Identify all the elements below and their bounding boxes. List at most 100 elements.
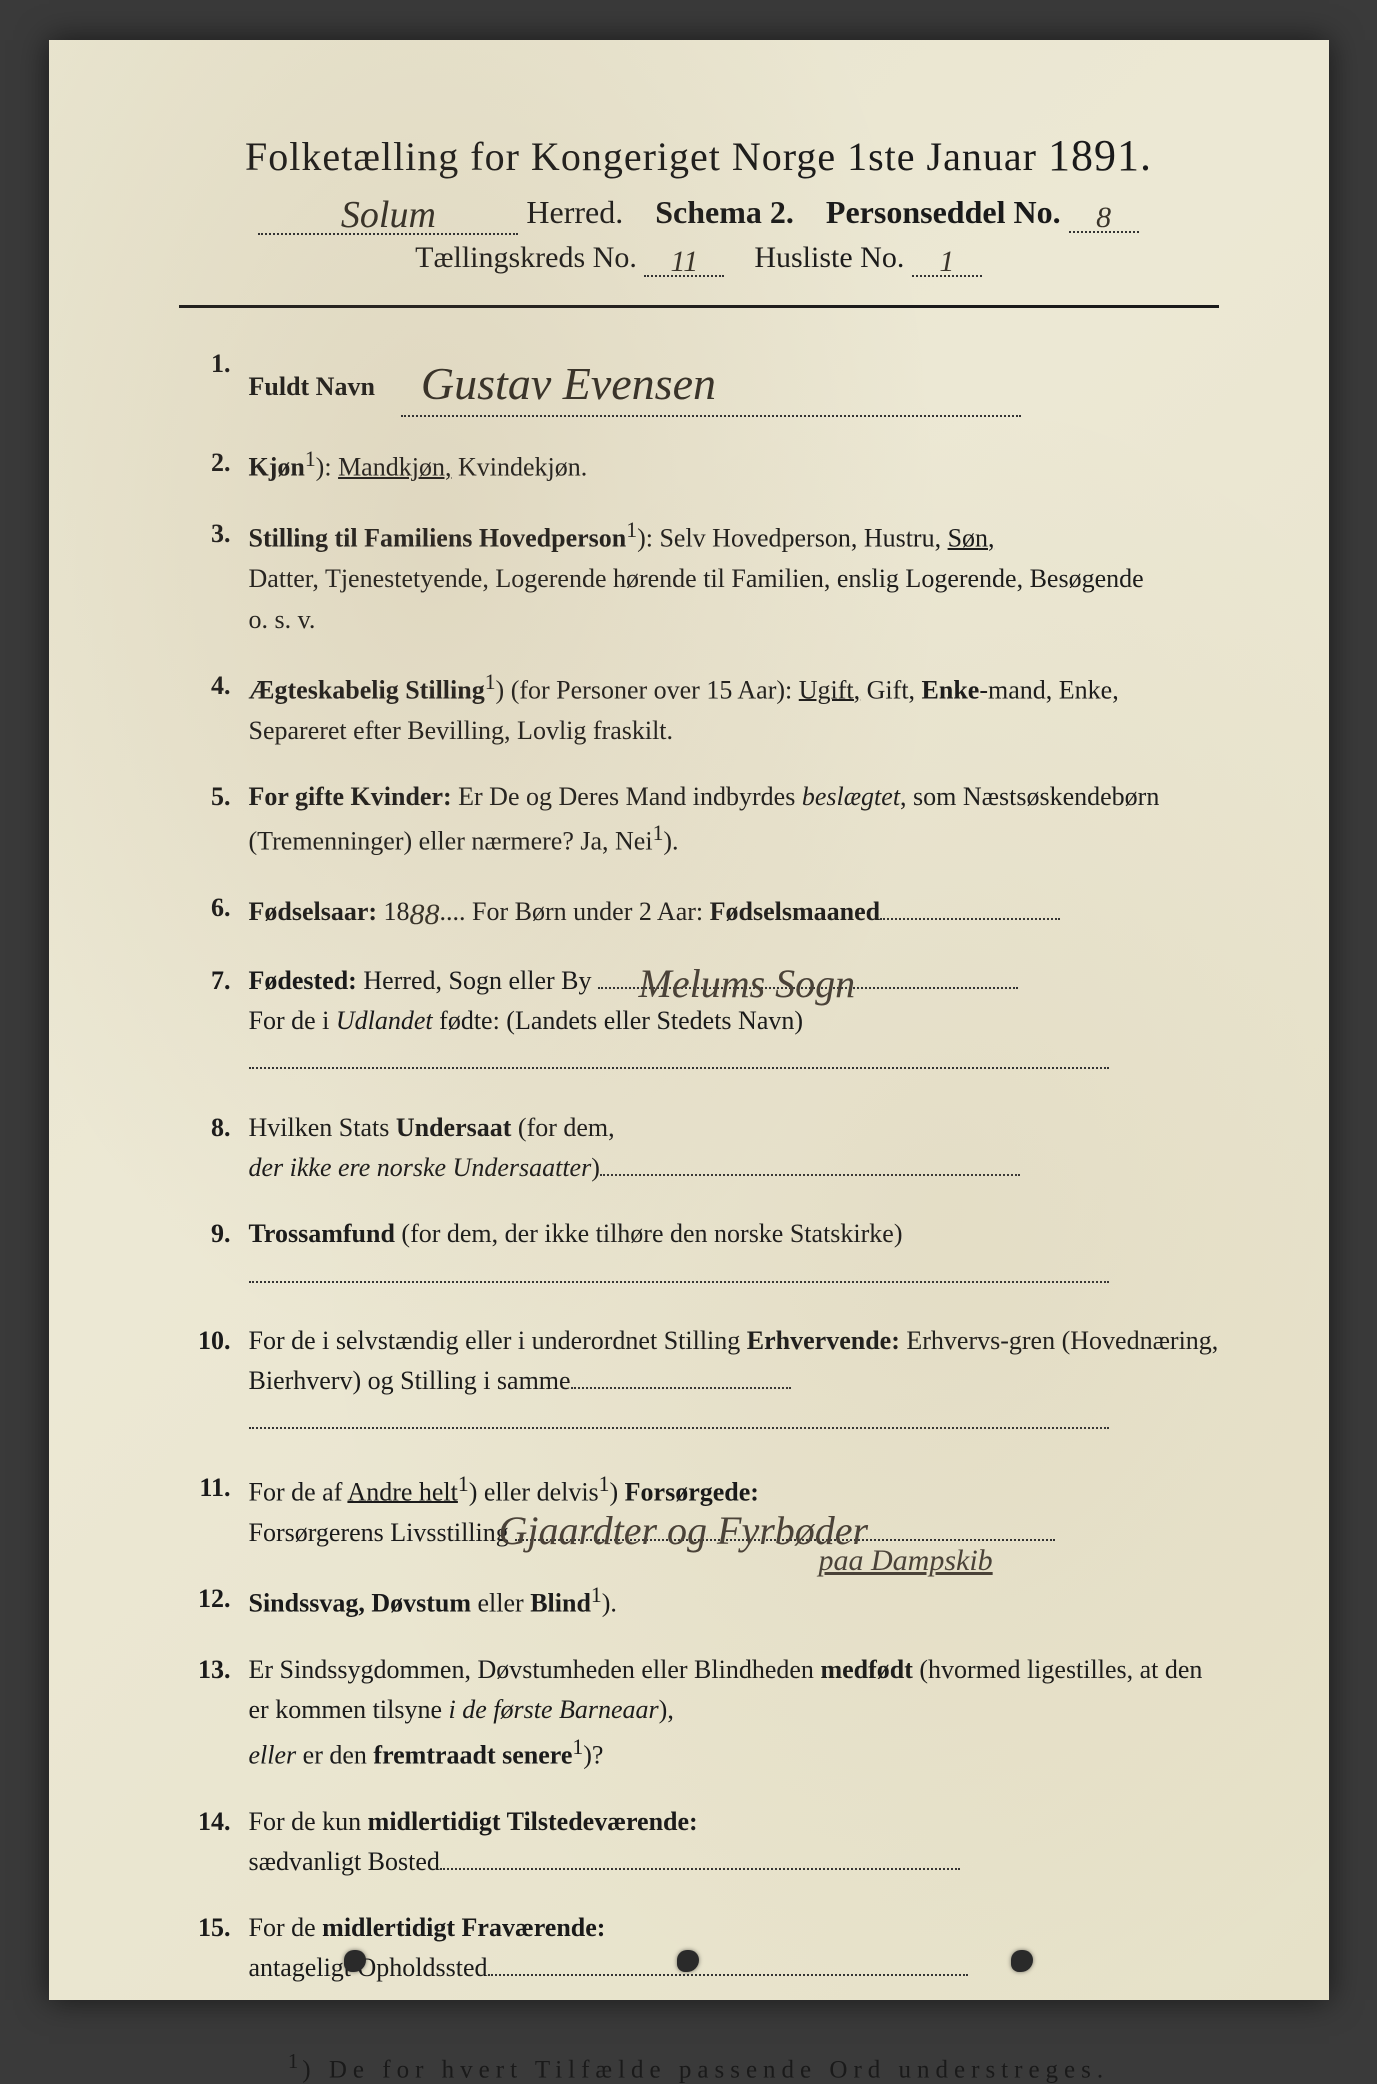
- label-fodselsaar: Fødselsaar:: [249, 897, 378, 926]
- text: Er Sindssygdommen, Døvstumheden eller Bl…: [249, 1655, 821, 1684]
- header-line-3: Tællingskreds No. 11 Husliste No. 1: [179, 241, 1219, 277]
- item-12: 12. Sindssvag, Døvstum eller Blind1).: [179, 1579, 1219, 1624]
- husliste-no-field: 1: [912, 241, 982, 277]
- header-line-2: Solum Herred. Schema 2. Personseddel No.…: [179, 189, 1219, 235]
- herred-field: Solum: [258, 189, 518, 235]
- cont: For de i: [249, 1006, 336, 1035]
- kreds-label: Tællingskreds No.: [415, 241, 637, 274]
- rest: ) (for Personer over 15 Aar):: [496, 675, 799, 704]
- birthplace-hw: Melums Sogn: [639, 953, 856, 1015]
- dotted: [600, 1150, 1020, 1176]
- cont-ital2: eller: [249, 1740, 297, 1769]
- label-sindssvag: Sindssvag, Døvstum: [249, 1589, 472, 1618]
- cont-ital: der ikke ere norske Undersaatter: [249, 1153, 592, 1182]
- rest-plain: eller: [471, 1589, 530, 1618]
- item-number: 1.: [179, 344, 249, 417]
- item-body: Kjøn1): Mandkjøn, Kvindekjøn.: [249, 443, 1219, 488]
- item-number: 5.: [179, 777, 249, 862]
- opt-son: Søn,: [948, 524, 995, 553]
- rest: ):: [316, 453, 338, 482]
- form-header: Folketælling for Kongeriget Norge 1ste J…: [179, 130, 1219, 277]
- sup3: 1: [572, 1735, 583, 1759]
- form-items: 1. Fuldt Navn Gustav Evensen 2. Kjøn1): …: [179, 344, 1219, 1989]
- item-13: 13. Er Sindssygdommen, Døvstumheden elle…: [179, 1650, 1219, 1776]
- rest-plain: (for dem, der ikke tilhøre den norske St…: [395, 1219, 903, 1248]
- bold-mid: Undersaat: [396, 1113, 512, 1142]
- year-hw: 88: [410, 892, 440, 939]
- text: For de kun: [249, 1807, 368, 1836]
- item-body: Fødselsaar: 1888.... For Børn under 2 Aa…: [249, 888, 1219, 935]
- text: For de af: [249, 1477, 348, 1506]
- footnote-text: ) De for hvert Tilfælde passende Ord und…: [302, 2056, 1109, 2083]
- opt-enke: Enke: [922, 675, 980, 704]
- item-number: 14.: [179, 1802, 249, 1883]
- item-body: Fødested: Herred, Sogn eller By Melums S…: [249, 961, 1219, 1082]
- rest: ): Selv Hovedperson, Hustru,: [637, 524, 948, 553]
- label-fuldt-navn: Fuldt Navn: [249, 372, 375, 401]
- blank-line: [249, 1043, 1109, 1069]
- rest-plain: 18: [377, 897, 410, 926]
- item-number: 7.: [179, 961, 249, 1082]
- item-9: 9. Trossamfund (for dem, der ikke tilhør…: [179, 1214, 1219, 1295]
- item-6: 6. Fødselsaar: 1888.... For Børn under 2…: [179, 888, 1219, 935]
- binder-holes: [49, 1950, 1329, 1972]
- schema-label: Schema 2.: [655, 194, 794, 230]
- personseddel-no-field: 8: [1069, 194, 1139, 233]
- item-number: 8.: [179, 1108, 249, 1189]
- label-aegteskab: Ægteskabelig Stilling: [249, 675, 485, 704]
- item-10: 10. For de i selvstændig eller i underor…: [179, 1321, 1219, 1442]
- dotted: [571, 1363, 791, 1389]
- item-body: For de af Andre helt1) eller delvis1) Fo…: [249, 1468, 1219, 1553]
- hole-icon: [1011, 1950, 1033, 1972]
- rest-plain: Herred, Sogn eller By: [357, 966, 592, 995]
- hole-icon: [344, 1950, 366, 1972]
- item-1: 1. Fuldt Navn Gustav Evensen: [179, 344, 1219, 417]
- sup: 1: [626, 518, 637, 542]
- item-14: 14. For de kun midlertidigt Tilstedevære…: [179, 1802, 1219, 1883]
- item-body: Stilling til Familiens Hovedperson1): Se…: [249, 514, 1219, 640]
- divider-rule: [179, 305, 1219, 308]
- name-handwriting: Gustav Evensen: [421, 348, 716, 419]
- bold-blind: Blind: [530, 1589, 591, 1618]
- item-body: For gifte Kvinder: Er De og Deres Mand i…: [249, 777, 1219, 862]
- sup2: 1: [653, 821, 664, 845]
- husliste-no: 1: [939, 245, 954, 279]
- cont: Datter, Tjenestetyende, Logerende hørend…: [249, 564, 1144, 593]
- ital: beslægtet: [802, 782, 900, 811]
- cont-after3: er den: [296, 1740, 373, 1769]
- item-body: Sindssvag, Døvstum eller Blind1).: [249, 1579, 1219, 1624]
- item-8: 8. Hvilken Stats Undersaat (for dem, der…: [179, 1108, 1219, 1189]
- item-7: 7. Fødested: Herred, Sogn eller By Melum…: [179, 961, 1219, 1082]
- cont-after2: ): [591, 1153, 600, 1182]
- label-trossamfund: Trossamfund: [249, 1219, 395, 1248]
- rest-after: ).: [602, 1589, 617, 1618]
- bold-medfodt: medfødt: [820, 1655, 912, 1684]
- sup: 1: [458, 1472, 469, 1496]
- sup2: 1: [599, 1472, 610, 1496]
- text3: ),: [659, 1695, 674, 1724]
- label-gifte: For gifte Kvinder:: [249, 782, 452, 811]
- item-body: Hvilken Stats Undersaat (for dem, der ik…: [249, 1108, 1219, 1189]
- footnote: 1) De for hvert Tilfælde passende Ord un…: [179, 2049, 1219, 2084]
- opt-ugift: Ugift,: [799, 675, 860, 704]
- item-body: For de kun midlertidigt Tilstedeværende:…: [249, 1802, 1219, 1883]
- herred-label: Herred.: [526, 194, 623, 230]
- blank-line: [249, 1403, 1109, 1429]
- item-number: 10.: [179, 1321, 249, 1442]
- personseddel-label: Personseddel No.: [826, 194, 1061, 230]
- bold-mid: midlertidigt Fraværende:: [322, 1913, 605, 1942]
- herred-handwriting: Solum: [341, 193, 436, 237]
- bold-mid: midlertidigt Tilstedeværende:: [368, 1807, 698, 1836]
- personseddel-no: 8: [1096, 201, 1111, 235]
- rest-after: .... For Børn under 2 Aar:: [440, 897, 710, 926]
- item-number: 9.: [179, 1214, 249, 1295]
- item-number: 3.: [179, 514, 249, 640]
- sup: 1: [305, 447, 316, 471]
- title-line: Folketælling for Kongeriget Norge 1ste J…: [179, 130, 1219, 181]
- rest: Er De og Deres Mand indbyrdes: [452, 782, 802, 811]
- ital2: Udlandet: [336, 1006, 433, 1035]
- text: Hvilken Stats: [249, 1113, 396, 1142]
- hole-icon: [677, 1950, 699, 1972]
- item-4: 4. Ægteskabelig Stilling1) (for Personer…: [179, 666, 1219, 751]
- provider-hw: Gjaardter og Fyrbøder: [499, 1500, 869, 1562]
